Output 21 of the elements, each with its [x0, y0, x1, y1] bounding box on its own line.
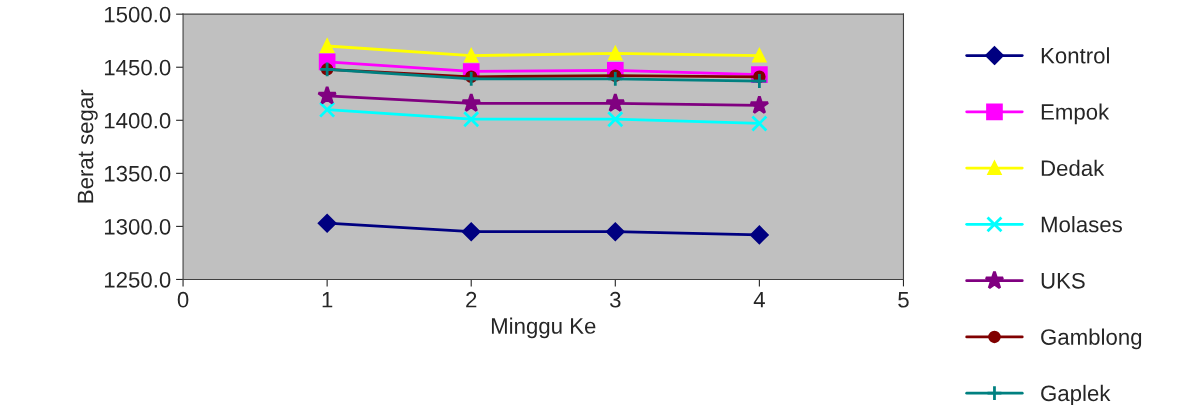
x-tick-label: 0 [177, 291, 189, 308]
x-tick-label: 5 [898, 292, 909, 308]
y-tick-label: 1400.0 [104, 112, 171, 129]
legend-label: UKS [1041, 272, 1085, 289]
x-axis-title: Minggu Ke [491, 317, 596, 339]
y-tick-label: 1450.0 [104, 59, 171, 76]
legend-label: Empok [1041, 103, 1110, 125]
x-tick-label: 2 [466, 291, 477, 308]
legend-label: Gamblong [1041, 328, 1142, 350]
y-tick-label: 1350.0 [104, 165, 171, 182]
y-tick-label: 1300.0 [104, 218, 171, 235]
x-tick-label: 4 [753, 292, 765, 308]
x-tick-label: 3 [609, 291, 621, 308]
legend-label: Kontrol [1041, 47, 1109, 64]
x-tick-label: 1 [322, 292, 333, 308]
y-tick-label: 1500.0 [104, 6, 171, 23]
legend-label: Dedak [1041, 159, 1105, 177]
y-axis-title: Berat segar [77, 89, 98, 203]
legend-label: Molases [1041, 216, 1122, 233]
y-tick-label: 1250.0 [104, 271, 171, 288]
legend-label: Gaplek [1041, 384, 1111, 405]
